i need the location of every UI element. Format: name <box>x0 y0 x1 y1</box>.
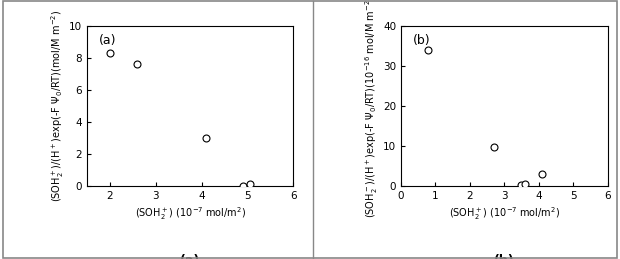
Point <box>202 136 211 140</box>
Point <box>245 182 255 186</box>
Point <box>423 48 433 52</box>
Point <box>489 145 499 149</box>
Y-axis label: (SOH$_2^+$)/(H$^+$)exp(-F $\Psi_0$/RT)(mol/M m$^{-2}$): (SOH$_2^+$)/(H$^+$)exp(-F $\Psi_0$/RT)(m… <box>49 10 66 202</box>
Point <box>238 184 248 188</box>
Point <box>132 62 142 67</box>
Text: (a): (a) <box>180 254 200 259</box>
X-axis label: (SOH$_2^+$) (10$^{-7}$ mol/m$^2$): (SOH$_2^+$) (10$^{-7}$ mol/m$^2$) <box>449 205 560 222</box>
Point <box>105 51 115 55</box>
Point <box>520 182 530 186</box>
Text: (b): (b) <box>414 34 431 47</box>
Y-axis label: (SOH$_2^-$)/(H$^+$)exp(-F $\Psi_0$/RT)(10$^{-16}$ mol/M m$^{-2}$): (SOH$_2^-$)/(H$^+$)exp(-F $\Psi_0$/RT)(1… <box>363 0 380 218</box>
Point <box>516 183 526 187</box>
Point <box>537 171 547 176</box>
Text: (a): (a) <box>99 34 117 47</box>
Text: (b): (b) <box>494 254 515 259</box>
X-axis label: (SOH$_2^+$) (10$^{-7}$ mol/m$^2$): (SOH$_2^+$) (10$^{-7}$ mol/m$^2$) <box>135 205 246 222</box>
